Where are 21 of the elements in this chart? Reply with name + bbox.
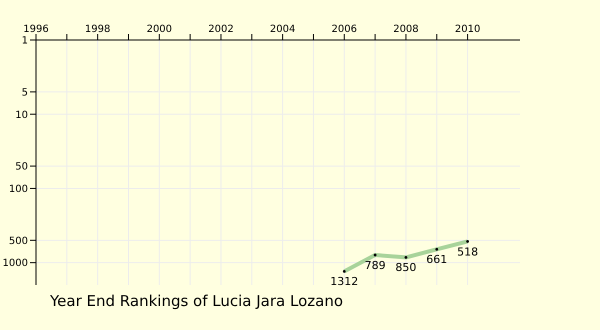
y-tick-label: 10 xyxy=(15,110,28,121)
data-label: 789 xyxy=(364,258,386,272)
x-tick-label: 2010 xyxy=(454,24,480,35)
data-label: 518 xyxy=(457,245,478,258)
y-tick-label: 50 xyxy=(15,162,28,173)
x-tick-label: 2000 xyxy=(146,24,172,35)
data-label: 1312 xyxy=(330,275,358,288)
x-tick-label: 1998 xyxy=(84,24,110,35)
data-label: 661 xyxy=(426,253,448,266)
y-tick-label: 1000 xyxy=(2,258,28,270)
text: Year End Rankings of Lucia Jara Lozano xyxy=(49,292,344,310)
x-tick-label: 2006 xyxy=(332,24,358,35)
y-tick-label: 1 xyxy=(22,36,28,47)
y-tick-label: 500 xyxy=(8,236,28,247)
data-label: 850 xyxy=(395,261,416,274)
x-tick-label: 2004 xyxy=(270,24,296,35)
y-tick-label: 5 xyxy=(22,87,28,98)
x-tick-label: 2002 xyxy=(208,24,234,35)
y-tick-label: 100 xyxy=(8,184,28,195)
x-tick-label: 1996 xyxy=(23,24,49,35)
x-tick-label: 2008 xyxy=(393,24,419,35)
